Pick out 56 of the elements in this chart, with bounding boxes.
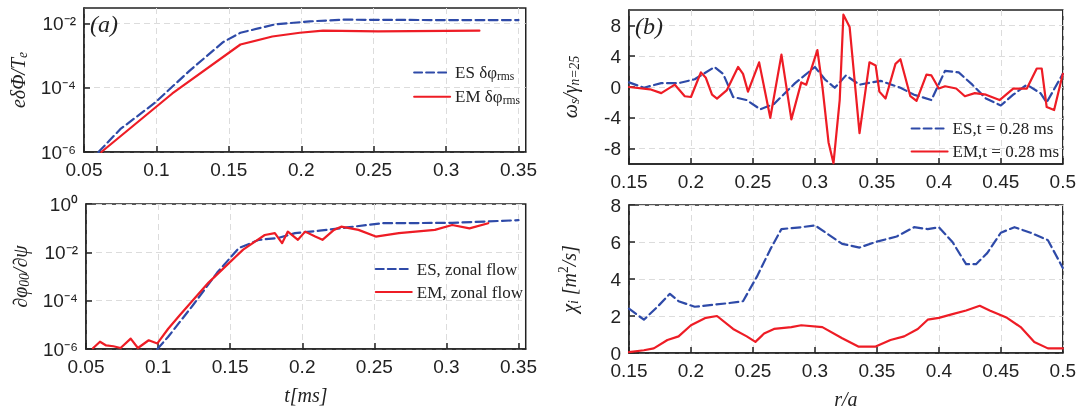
y-axis-title: ∂φ00/∂ψ [9,244,33,308]
x-tick-label: 0.2 [677,360,705,381]
x-tick-label: 0.3 [432,159,460,180]
x-tick-label: 0.45 [982,360,1020,381]
x-tick-label: 0.3 [801,360,829,381]
y-tick-label: 4 [610,45,622,67]
y-tick-label: -8 [604,138,621,160]
x-axis-title: r/a [834,388,858,410]
x-tick-label: 0.1 [144,356,172,377]
x-tick-label: 0.3 [801,171,829,192]
legend-label: ES,t = 0.28 ms [952,119,1054,138]
legend-label: EM,t = 0.28 ms [952,142,1060,161]
x-tick-label: 0.4 [925,171,953,192]
y-tick-label: 2 [610,305,621,327]
y-axis-title: χi [m2/s] [555,245,581,315]
annotation: (b) [635,13,663,39]
y-axis-title: ωs/γn=25 [558,55,582,119]
legend-label: ES, zonal flow [416,259,519,279]
x-tick-label: 0.25 [355,159,393,180]
y-tick-label: 10⁰ [49,193,78,215]
y-tick-label: 8 [610,194,621,216]
y-tick-label: 0 [610,76,621,98]
y-tick-label: 4 [610,268,622,290]
line-series [627,224,1064,321]
x-tick-label: 0.5 [1049,360,1076,381]
y-axis-title: eδΦ/Te [7,51,31,109]
x-tick-label: 0.1 [143,159,170,180]
x-tick-label: 0.3 [433,356,460,377]
y-tick-label: 6 [610,231,621,253]
line-series [627,13,1064,165]
x-tick-label: 0.35 [858,171,896,192]
annotation: (a) [90,11,118,37]
y-tick-label: 8 [610,14,621,36]
x-tick-label: 0.2 [288,159,315,180]
x-tick-label: 0.2 [677,171,705,192]
x-tick-label: 0.25 [734,171,772,192]
x-tick-label: 0.15 [211,356,249,377]
x-axis-title: t[ms] [284,384,328,406]
y-tick-label: 10⁻² [44,241,78,263]
x-tick-label: 0.35 [858,360,896,381]
y-tick-label: 10⁻⁴ [42,290,78,312]
legend-label: EM, zonal flow [416,282,524,302]
y-tick-label: 10⁻² [42,12,76,34]
x-tick-label: 0.2 [289,356,316,377]
x-tick-label: 0.15 [610,171,648,192]
x-tick-label: 0.15 [210,159,248,180]
x-tick-label: 0.45 [982,171,1020,192]
x-tick-label: 0.25 [355,356,393,377]
x-tick-label: 0.4 [925,360,953,381]
y-tick-label: 10⁻⁴ [40,77,76,99]
y-tick-label: -4 [604,107,622,129]
x-tick-label: 0.35 [500,159,537,180]
line-series [627,65,1064,111]
x-tick-label: 0.35 [500,356,537,377]
x-tick-label: 0.25 [734,360,772,381]
x-tick-label: 0.5 [1049,171,1076,192]
